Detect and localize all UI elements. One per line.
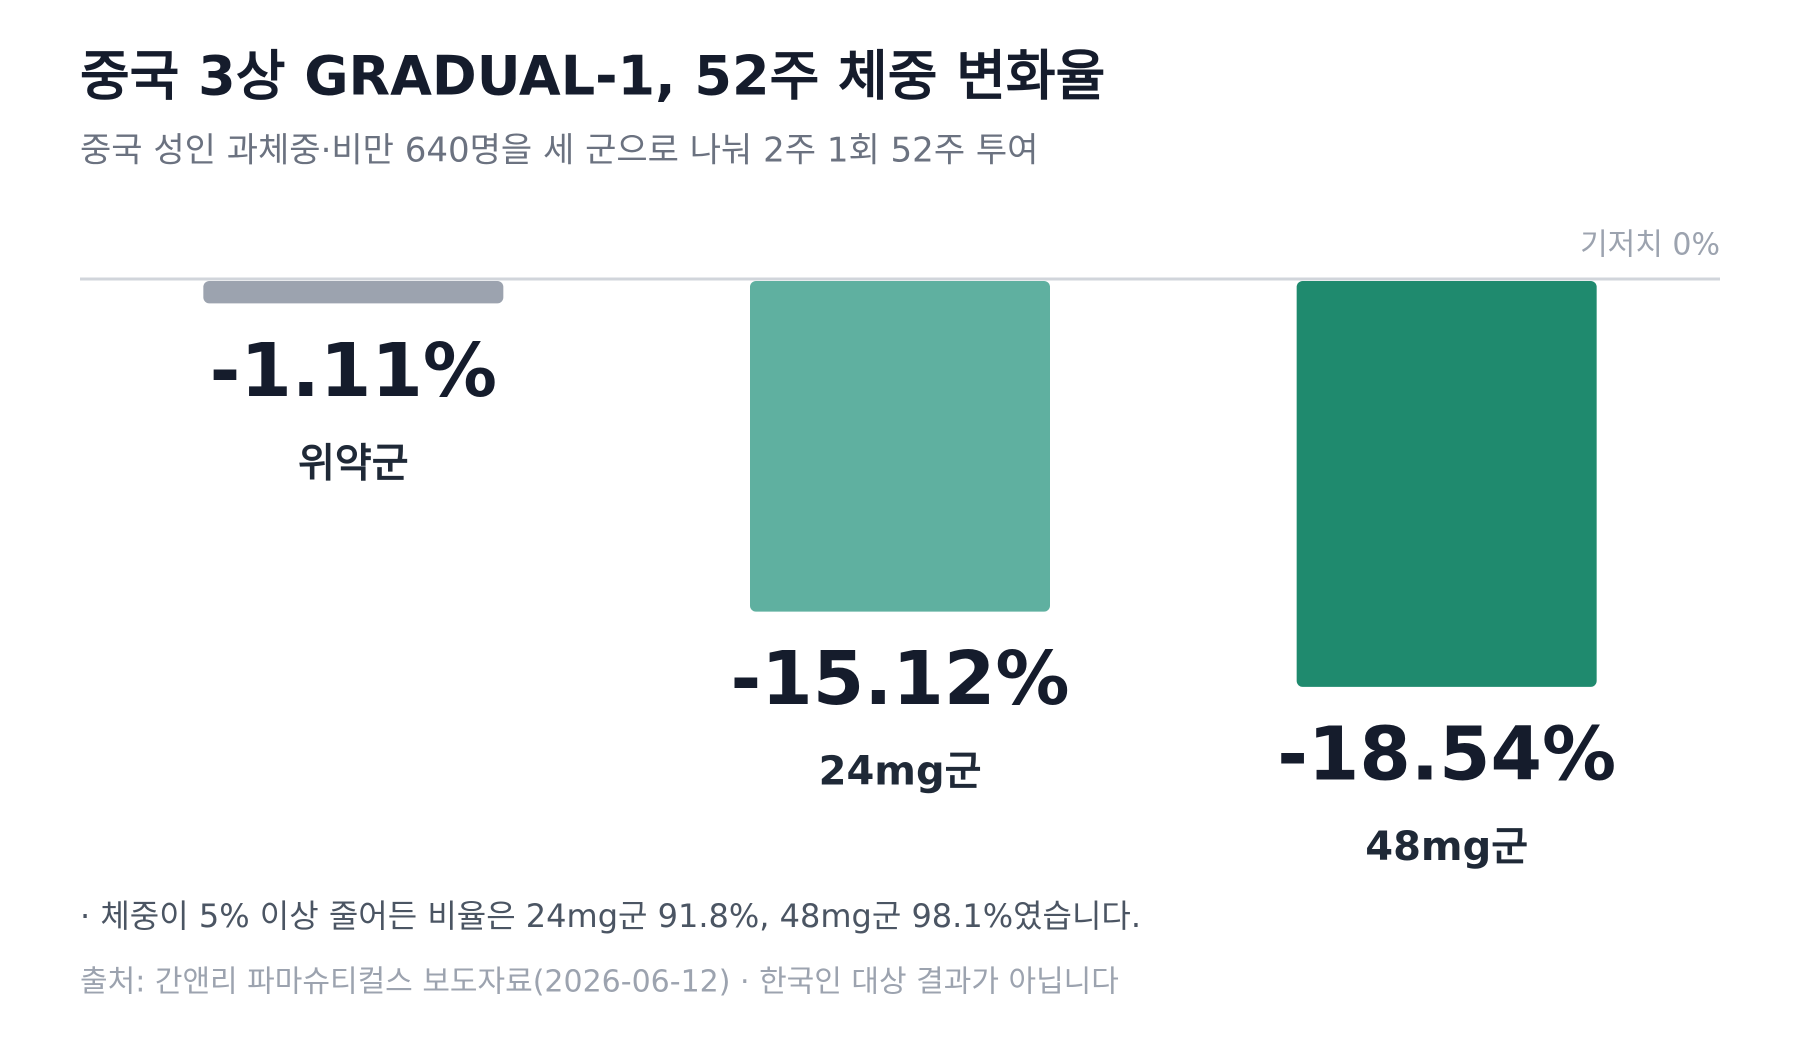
value-label: -1.11% [210, 328, 497, 414]
chart-title: 중국 3상 GRADUAL-1, 52주 체중 변화율 [80, 45, 1105, 108]
bar [1296, 281, 1597, 687]
source: 출처: 간앤리 파마슈티컬스 보도자료(2026-06-12) · 한국인 대상… [80, 965, 1119, 1000]
value-label: -18.54% [1277, 711, 1616, 797]
note: · 체중이 5% 이상 줄어든 비율은 24mg군 91.8%, 48mg군 9… [80, 897, 1141, 935]
category-label: 위약군 [298, 440, 408, 486]
bar [750, 281, 1050, 612]
category-label: 24mg군 [819, 749, 982, 795]
category-label: 48mg군 [1365, 824, 1528, 870]
chart-subtitle: 중국 성인 과체중·비만 640명을 세 군으로 나눠 2주 1회 52주 투여 [80, 131, 1038, 171]
value-label: -15.12% [731, 636, 1070, 722]
bar [203, 281, 504, 304]
baseline-label: 기저치 0% [1580, 228, 1720, 263]
